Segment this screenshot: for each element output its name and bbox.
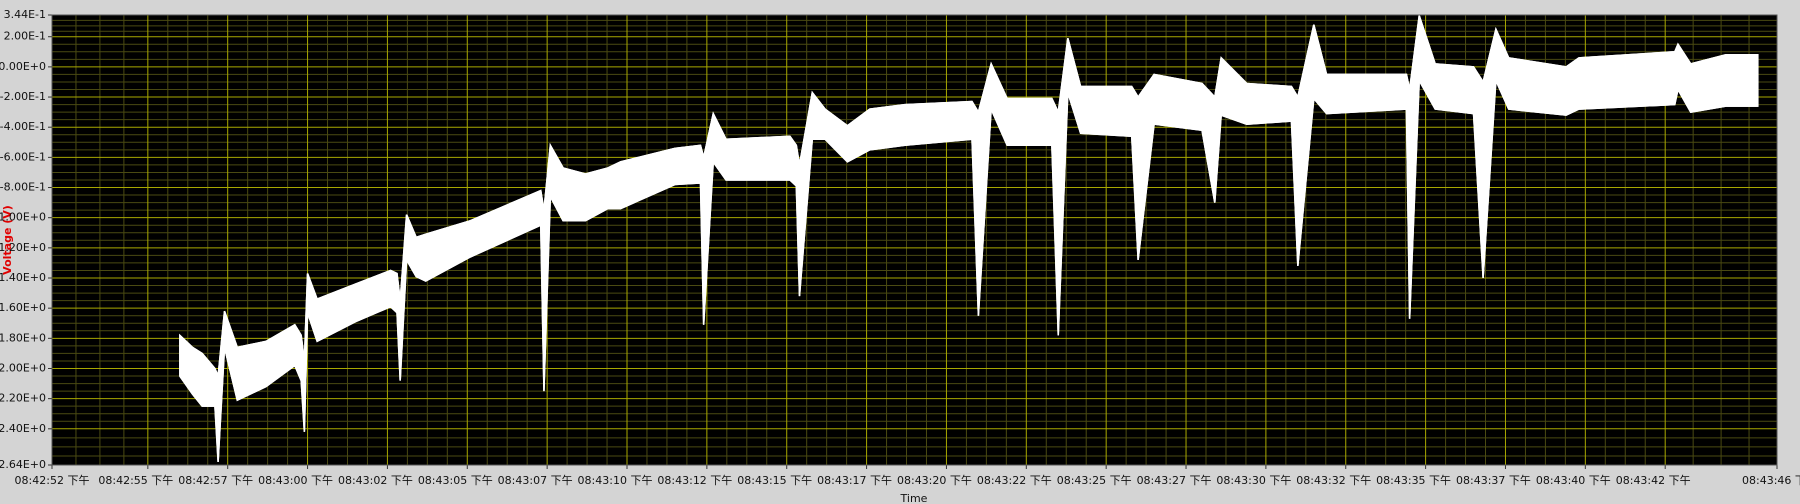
y-tick-label: -1.60E+0 <box>0 301 46 314</box>
x-tick-label: 08:43:27 下午 <box>1137 474 1212 487</box>
x-tick-label: 08:43:07 下午 <box>498 474 573 487</box>
y-tick-label: -8.00E-1 <box>0 181 46 194</box>
x-tick-label: 08:43:42 下午 <box>1616 474 1691 487</box>
x-tick-label: 08:43:35 下午 <box>1376 474 1451 487</box>
x-tick-label: 08:43:15 下午 <box>737 474 812 487</box>
y-tick-label: -6.00E-1 <box>0 150 46 163</box>
x-tick-label: 08:43:40 下午 <box>1536 474 1611 487</box>
x-tick-label: 08:43:00 下午 <box>258 474 333 487</box>
signal-envelope <box>179 15 1758 377</box>
y-tick-label: -4.00E-1 <box>0 120 46 133</box>
y-tick-label: -2.64E+0 <box>0 458 46 471</box>
x-tick-label: 08:43:22 下午 <box>977 474 1052 487</box>
x-tick-label: 08:43:20 下午 <box>897 474 972 487</box>
y-tick-label: 2.00E-1 <box>4 30 46 43</box>
x-tick-label: 08:43:32 下午 <box>1296 474 1371 487</box>
x-tick-label: 08:43:10 下午 <box>578 474 653 487</box>
x-tick-label: 08:43:05 下午 <box>418 474 493 487</box>
x-tick-label: 08:43:30 下午 <box>1216 474 1291 487</box>
y-axis-label: Voltage (V) <box>1 205 14 275</box>
signal-envelope <box>179 77 1758 463</box>
x-tick-label: 08:42:57 下午 <box>178 474 253 487</box>
y-tick-label: -1.40E+0 <box>0 271 46 284</box>
y-tick-label: -2.00E+0 <box>0 361 46 374</box>
y-tick-label: -2.20E+0 <box>0 392 46 405</box>
y-tick-label: -2.40E+0 <box>0 422 46 435</box>
y-tick-label: -2.00E-1 <box>0 90 46 103</box>
y-tick-label: -1.00E+0 <box>0 211 46 224</box>
y-tick-label: 3.44E-1 <box>4 8 46 21</box>
y-tick-label: -1.80E+0 <box>0 331 46 344</box>
x-tick-label: 08:42:55 下午 <box>98 474 173 487</box>
x-tick-label: 08:43:17 下午 <box>817 474 892 487</box>
x-tick-label: 08:42:52 下午 <box>15 474 90 487</box>
x-tick-label: 08:43:46 下午 <box>1742 474 1800 487</box>
x-axis-label: Time <box>900 492 928 504</box>
plot-border <box>51 14 1778 466</box>
y-tick-label: -1.20E+0 <box>0 241 46 254</box>
x-tick-label: 08:43:37 下午 <box>1456 474 1531 487</box>
x-tick-label: 08:43:25 下午 <box>1057 474 1132 487</box>
x-tick-label: 08:43:02 下午 <box>338 474 413 487</box>
y-tick-label: 0.00E+0 <box>0 60 46 73</box>
x-tick-label: 08:43:12 下午 <box>657 474 732 487</box>
